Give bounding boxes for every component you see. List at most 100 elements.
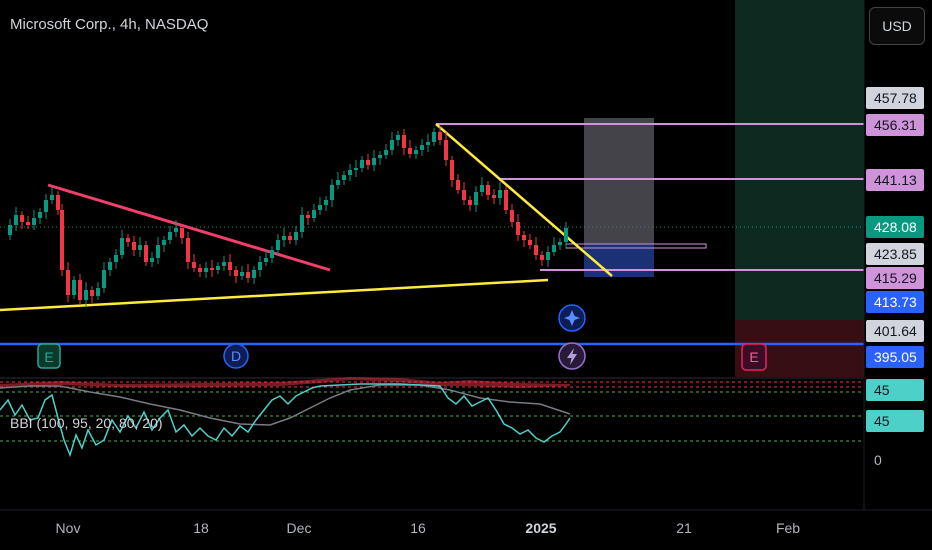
x-label-16: 16 [410, 520, 426, 536]
candle-body [150, 258, 154, 262]
price-label-457.78: 457.78 [866, 87, 924, 109]
chart-title: Microsoft Corp., 4h, NASDAQ [10, 16, 209, 33]
dividend-marker[interactable]: D [223, 343, 249, 369]
candle-body [306, 215, 310, 218]
candle-body [438, 132, 442, 140]
candle-body [126, 238, 130, 242]
candle-body [270, 250, 274, 258]
price-label-423.85: 423.85 [866, 243, 924, 265]
indicator-value-label-1: 45 [866, 379, 924, 401]
candle-body [44, 200, 48, 212]
svg-text:D: D [231, 348, 241, 364]
price-label-456.31: 456.31 [866, 114, 924, 136]
candle-body [444, 140, 448, 160]
indicator-axis-label-0: 0 [874, 452, 882, 468]
candle-body [8, 225, 12, 235]
candle-body [90, 290, 94, 296]
price-label-395.05: 395.05 [866, 346, 924, 368]
x-label-dec: Dec [286, 520, 312, 536]
candle-body [246, 272, 250, 278]
candle-body [468, 200, 472, 205]
candle-body [60, 210, 64, 270]
trendline-red[interactable] [47, 183, 331, 272]
candle-body [450, 160, 454, 180]
candle-body [234, 270, 238, 276]
candle-body [486, 185, 490, 195]
trendline-yellow-down[interactable] [435, 123, 613, 277]
candle-body [222, 262, 226, 266]
candle-body [26, 222, 30, 225]
candle-body [78, 280, 82, 300]
candle-body [432, 132, 436, 142]
earnings-marker-2[interactable]: E [741, 343, 767, 371]
candle-body [516, 222, 520, 235]
candle-body [168, 232, 172, 240]
candle-body [564, 228, 568, 242]
candle-body [120, 238, 124, 255]
price-label-413.73: 413.73 [866, 291, 924, 313]
price-label-428.08: 428.08 [866, 216, 924, 238]
svg-text:E: E [749, 349, 758, 365]
x-label-21: 21 [676, 520, 692, 536]
candle-body [312, 210, 316, 218]
candle-body [210, 268, 214, 270]
candle-body [192, 262, 196, 268]
candle-body [384, 150, 388, 155]
candle-body [252, 270, 256, 278]
projection-box-gray[interactable] [584, 118, 654, 244]
x-label-nov: Nov [55, 520, 81, 536]
long-position-profit-zone[interactable] [735, 0, 864, 320]
candle-body [186, 238, 190, 262]
candle-body [216, 266, 220, 270]
indicator-legend[interactable]: BBI (100, 95, 20, 80, 20) [10, 415, 163, 431]
candle-body [498, 190, 502, 198]
svg-text:E: E [44, 349, 53, 365]
candle-body [390, 140, 394, 150]
candle-body [96, 288, 100, 296]
candle-body [378, 155, 382, 158]
candle-body [84, 290, 88, 300]
candle-body [372, 158, 376, 165]
candle-body [38, 212, 42, 218]
candle-body [528, 240, 532, 245]
candle-body [456, 180, 460, 190]
candle-body [180, 228, 184, 238]
candle-body [108, 262, 112, 270]
price-label-401.64: 401.64 [866, 320, 924, 342]
candle-body [300, 215, 304, 232]
candle-body [342, 175, 346, 180]
candle-body [480, 185, 484, 192]
candle-body [348, 170, 352, 175]
earnings-marker-1[interactable]: E [37, 343, 61, 369]
candle-body [336, 180, 340, 185]
candle-body [240, 272, 244, 276]
candle-body [354, 168, 358, 170]
x-label-feb: Feb [775, 520, 801, 536]
candle-body [426, 142, 430, 145]
indicator-main-line [0, 383, 571, 458]
candle-body [558, 242, 562, 245]
candle-body [414, 150, 418, 154]
price-label-415.29: 415.29 [866, 267, 924, 289]
sparkle-icon[interactable] [558, 304, 586, 332]
candle-body [540, 255, 544, 260]
trendline-yellow-bottom[interactable] [0, 278, 549, 312]
candle-body [492, 195, 496, 198]
currency-button[interactable]: USD [869, 7, 925, 45]
candle-body [318, 205, 322, 210]
candle-body [258, 262, 262, 270]
candle-body [56, 195, 60, 210]
indicator-signal-line [0, 384, 571, 426]
candle-body [156, 245, 160, 258]
candle-body [276, 240, 280, 250]
price-label-441.13: 441.13 [866, 169, 924, 191]
candle-body [522, 235, 526, 240]
candle-body [330, 185, 334, 200]
lightning-icon[interactable] [558, 342, 586, 370]
candle-body [552, 245, 556, 252]
candle-body [294, 232, 298, 240]
candle-body [174, 228, 178, 232]
candle-body [396, 135, 400, 140]
candle-body [462, 190, 466, 200]
